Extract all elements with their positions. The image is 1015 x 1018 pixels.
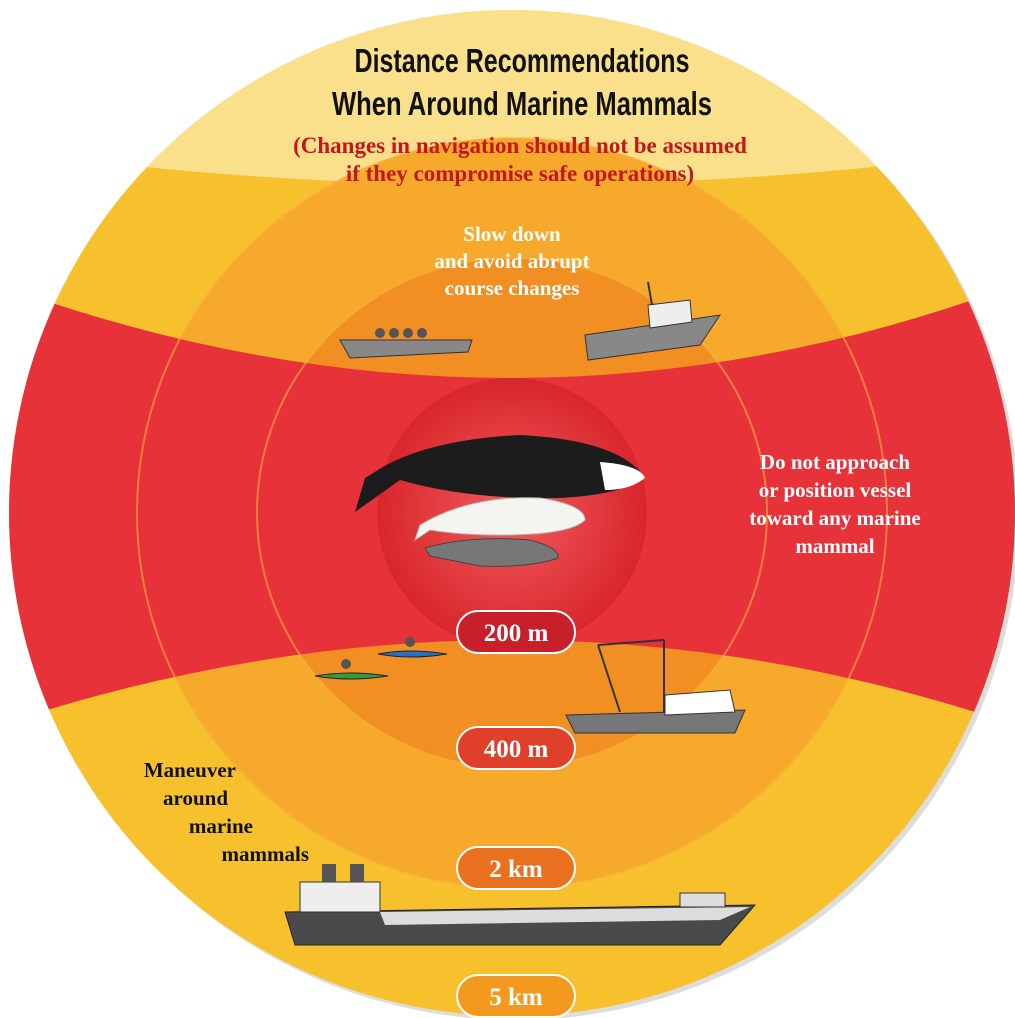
zone-label: 200 m bbox=[484, 620, 549, 647]
zone-label: 5 km bbox=[489, 984, 543, 1011]
note: and avoid abrupt bbox=[434, 249, 589, 273]
note: Slow down bbox=[463, 222, 561, 246]
subtitle: (Changes in navigation should not be ass… bbox=[293, 133, 747, 158]
title: Distance Recommendations bbox=[355, 42, 690, 79]
note: Maneuver bbox=[144, 758, 236, 782]
note: mammal bbox=[795, 534, 874, 558]
note: course changes bbox=[445, 276, 580, 300]
title: When Around Marine Mammals bbox=[332, 85, 712, 122]
zone-label: 2 km bbox=[489, 856, 543, 883]
zone-label: 400 m bbox=[484, 736, 549, 763]
infographic: Distance Recommendations When Around Mar… bbox=[0, 0, 1015, 1018]
note: toward any marine bbox=[749, 506, 921, 530]
note: mammals bbox=[222, 842, 310, 866]
note: Do not approach bbox=[760, 450, 910, 474]
note: around bbox=[163, 786, 228, 810]
note: marine bbox=[189, 814, 253, 838]
subtitle: if they compromise safe operations) bbox=[346, 161, 694, 186]
note: or position vessel bbox=[759, 478, 912, 502]
